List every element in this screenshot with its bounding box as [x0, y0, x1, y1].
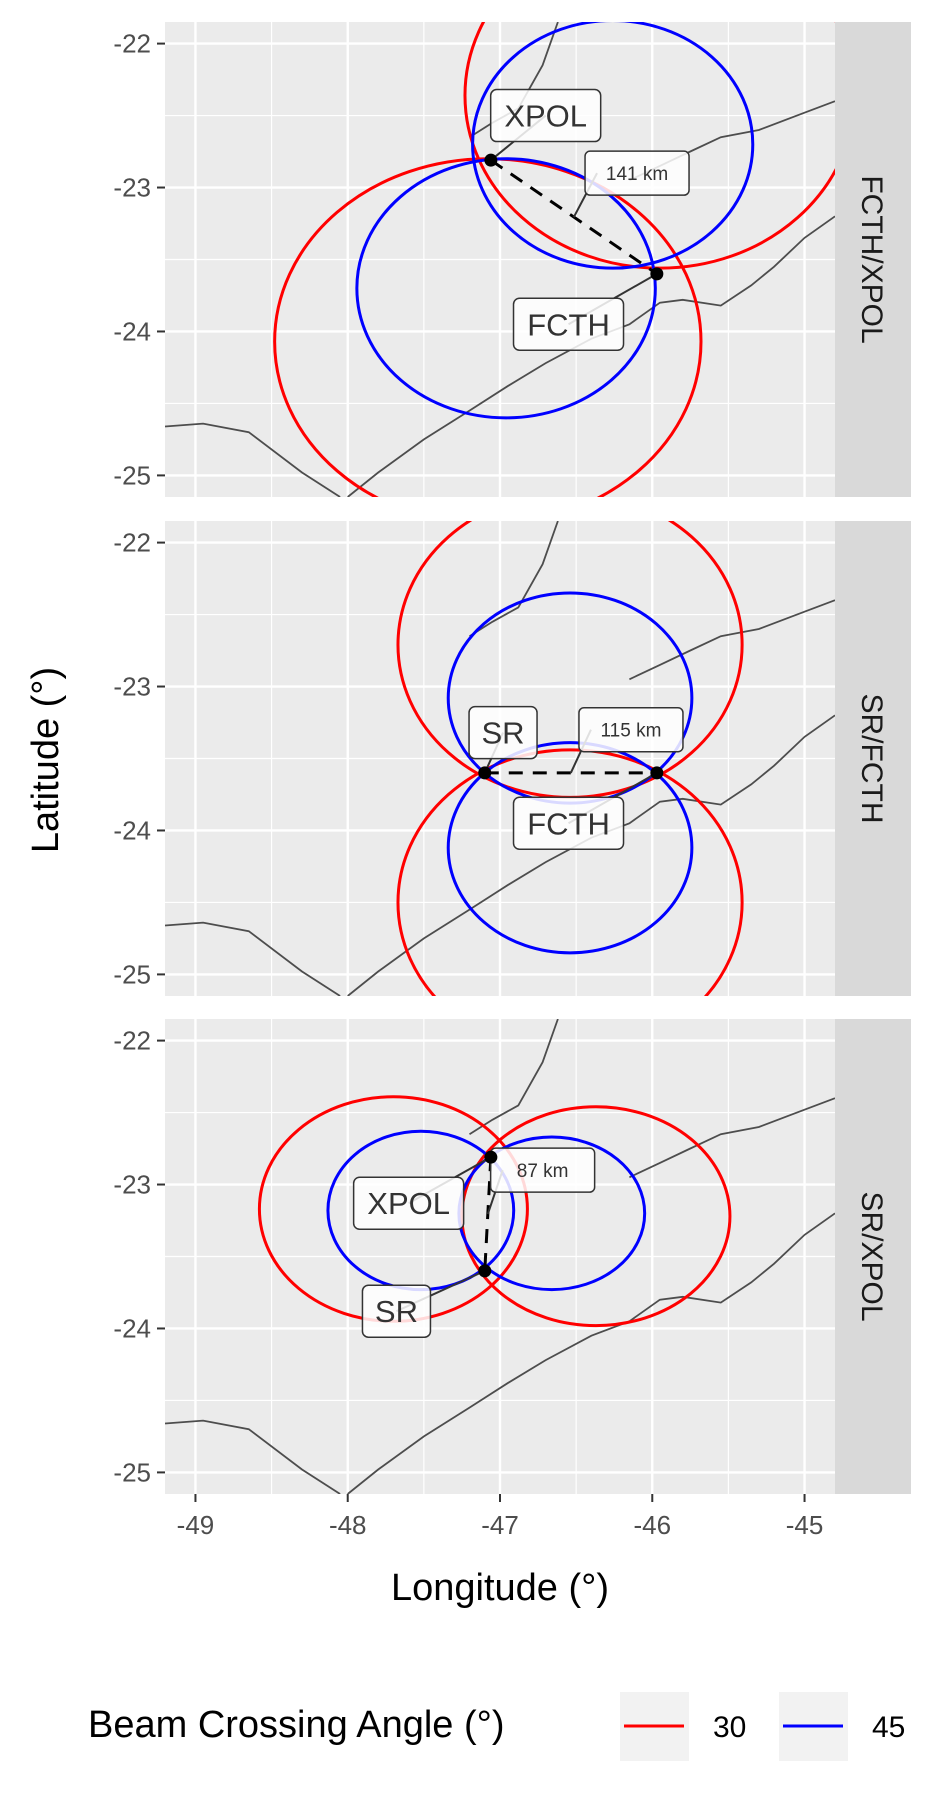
panel-plot-area: [165, 521, 835, 996]
y-tick-label: -22: [113, 1026, 151, 1056]
radar-point: [484, 1150, 498, 1164]
y-tick-label: -23: [113, 173, 151, 203]
lobe-circle-45: [355, 157, 657, 420]
radar-label-box: [468, 705, 538, 760]
radar-point: [478, 766, 492, 780]
lobe-circle-45: [471, 22, 755, 270]
baseline-dashed: [490, 158, 658, 276]
y-tick-label: -23: [113, 1170, 151, 1200]
y-tick-label: -25: [113, 460, 151, 490]
facet-strip-label: FCTH/XPOL: [855, 175, 888, 343]
radar-label: SR: [375, 1294, 418, 1329]
lobe-circle-30: [396, 748, 744, 996]
y-tick-label: -24: [113, 815, 151, 845]
coastline: [347, 714, 835, 996]
coastline-west: [165, 422, 341, 497]
panel-plot-area: [165, 1019, 835, 1494]
lobe-circle-45: [446, 741, 694, 955]
legend-label-45: 45: [872, 1711, 905, 1744]
y-tick-label: -24: [113, 316, 151, 346]
lobe-circle-30: [463, 22, 835, 270]
radar-label: SR: [482, 716, 525, 751]
y-tick-label: -23: [113, 672, 151, 702]
state-border-east: [629, 1097, 835, 1179]
panel-0: 141 km XPOL FCTH -22 -23 -24 -25 FCTH/XPOL: [113, 22, 911, 497]
radar-point: [650, 267, 664, 281]
y-tick-label: -22: [113, 528, 151, 558]
radar-label-box: [512, 297, 625, 352]
distance-label: 141 km: [606, 164, 668, 185]
x-tick-label: -49: [177, 1510, 215, 1540]
facet-strip-label: SR/XPOL: [855, 1191, 888, 1321]
radar-label-box: [352, 1176, 465, 1230]
state-border-east: [629, 599, 835, 681]
facet-strip: [835, 22, 911, 497]
radar-label-box: [361, 1284, 432, 1338]
x-axis-title: Longitude (°): [391, 1567, 609, 1609]
legend-label-30: 30: [713, 1711, 746, 1744]
distance-label: 87 km: [517, 1161, 569, 1182]
radar-point: [650, 766, 664, 780]
radar-label: FCTH: [527, 806, 610, 841]
panel-1: 115 km SR FCTH -22 -23 -24 -25 SR/FCTH: [113, 521, 911, 996]
panel-2: 87 km XPOL SR -22 -23 -24 -25 SR/XPOL: [113, 1019, 911, 1494]
coastline-west: [165, 1419, 341, 1494]
facet-strip: [835, 521, 911, 996]
legend-title: Beam Crossing Angle (°): [88, 1704, 504, 1746]
facet-strip-label: SR/FCTH: [855, 694, 888, 824]
distance-label-box: [489, 1147, 596, 1193]
radar-label-box: [489, 88, 602, 143]
coastline-west: [165, 921, 341, 996]
y-tick-label: -24: [113, 1313, 151, 1343]
radar-point: [484, 153, 498, 167]
radar-label-box: [512, 796, 625, 851]
y-tick-label: -22: [113, 29, 151, 59]
facet-panels: 141 km XPOL FCTH -22 -23 -24 -25 FCTH/XPOL 115 k…: [113, 22, 911, 1540]
distance-label-box: [578, 706, 684, 753]
y-axis-title: Latitude (°): [25, 667, 67, 853]
x-axis: -49 -48 -47 -46 -45: [177, 1494, 824, 1540]
radar-label: XPOL: [504, 99, 587, 134]
x-tick-label: -45: [786, 1510, 824, 1540]
legend: Beam Crossing Angle (°) 30 45: [88, 1692, 905, 1761]
state-border: [469, 521, 559, 637]
facet-strip: [835, 1019, 911, 1494]
coastline: [347, 215, 835, 497]
state-border: [469, 1019, 559, 1135]
radar-point: [478, 1264, 492, 1278]
x-tick-label: -46: [633, 1510, 671, 1540]
distance-label: 115 km: [601, 721, 662, 742]
radar-label: FCTH: [527, 307, 610, 342]
y-tick-label: -25: [113, 959, 151, 989]
radar-label: XPOL: [367, 1186, 450, 1221]
x-tick-label: -47: [481, 1510, 519, 1540]
x-tick-label: -48: [329, 1510, 367, 1540]
y-tick-label: -25: [113, 1457, 151, 1487]
distance-label-box: [584, 150, 690, 196]
